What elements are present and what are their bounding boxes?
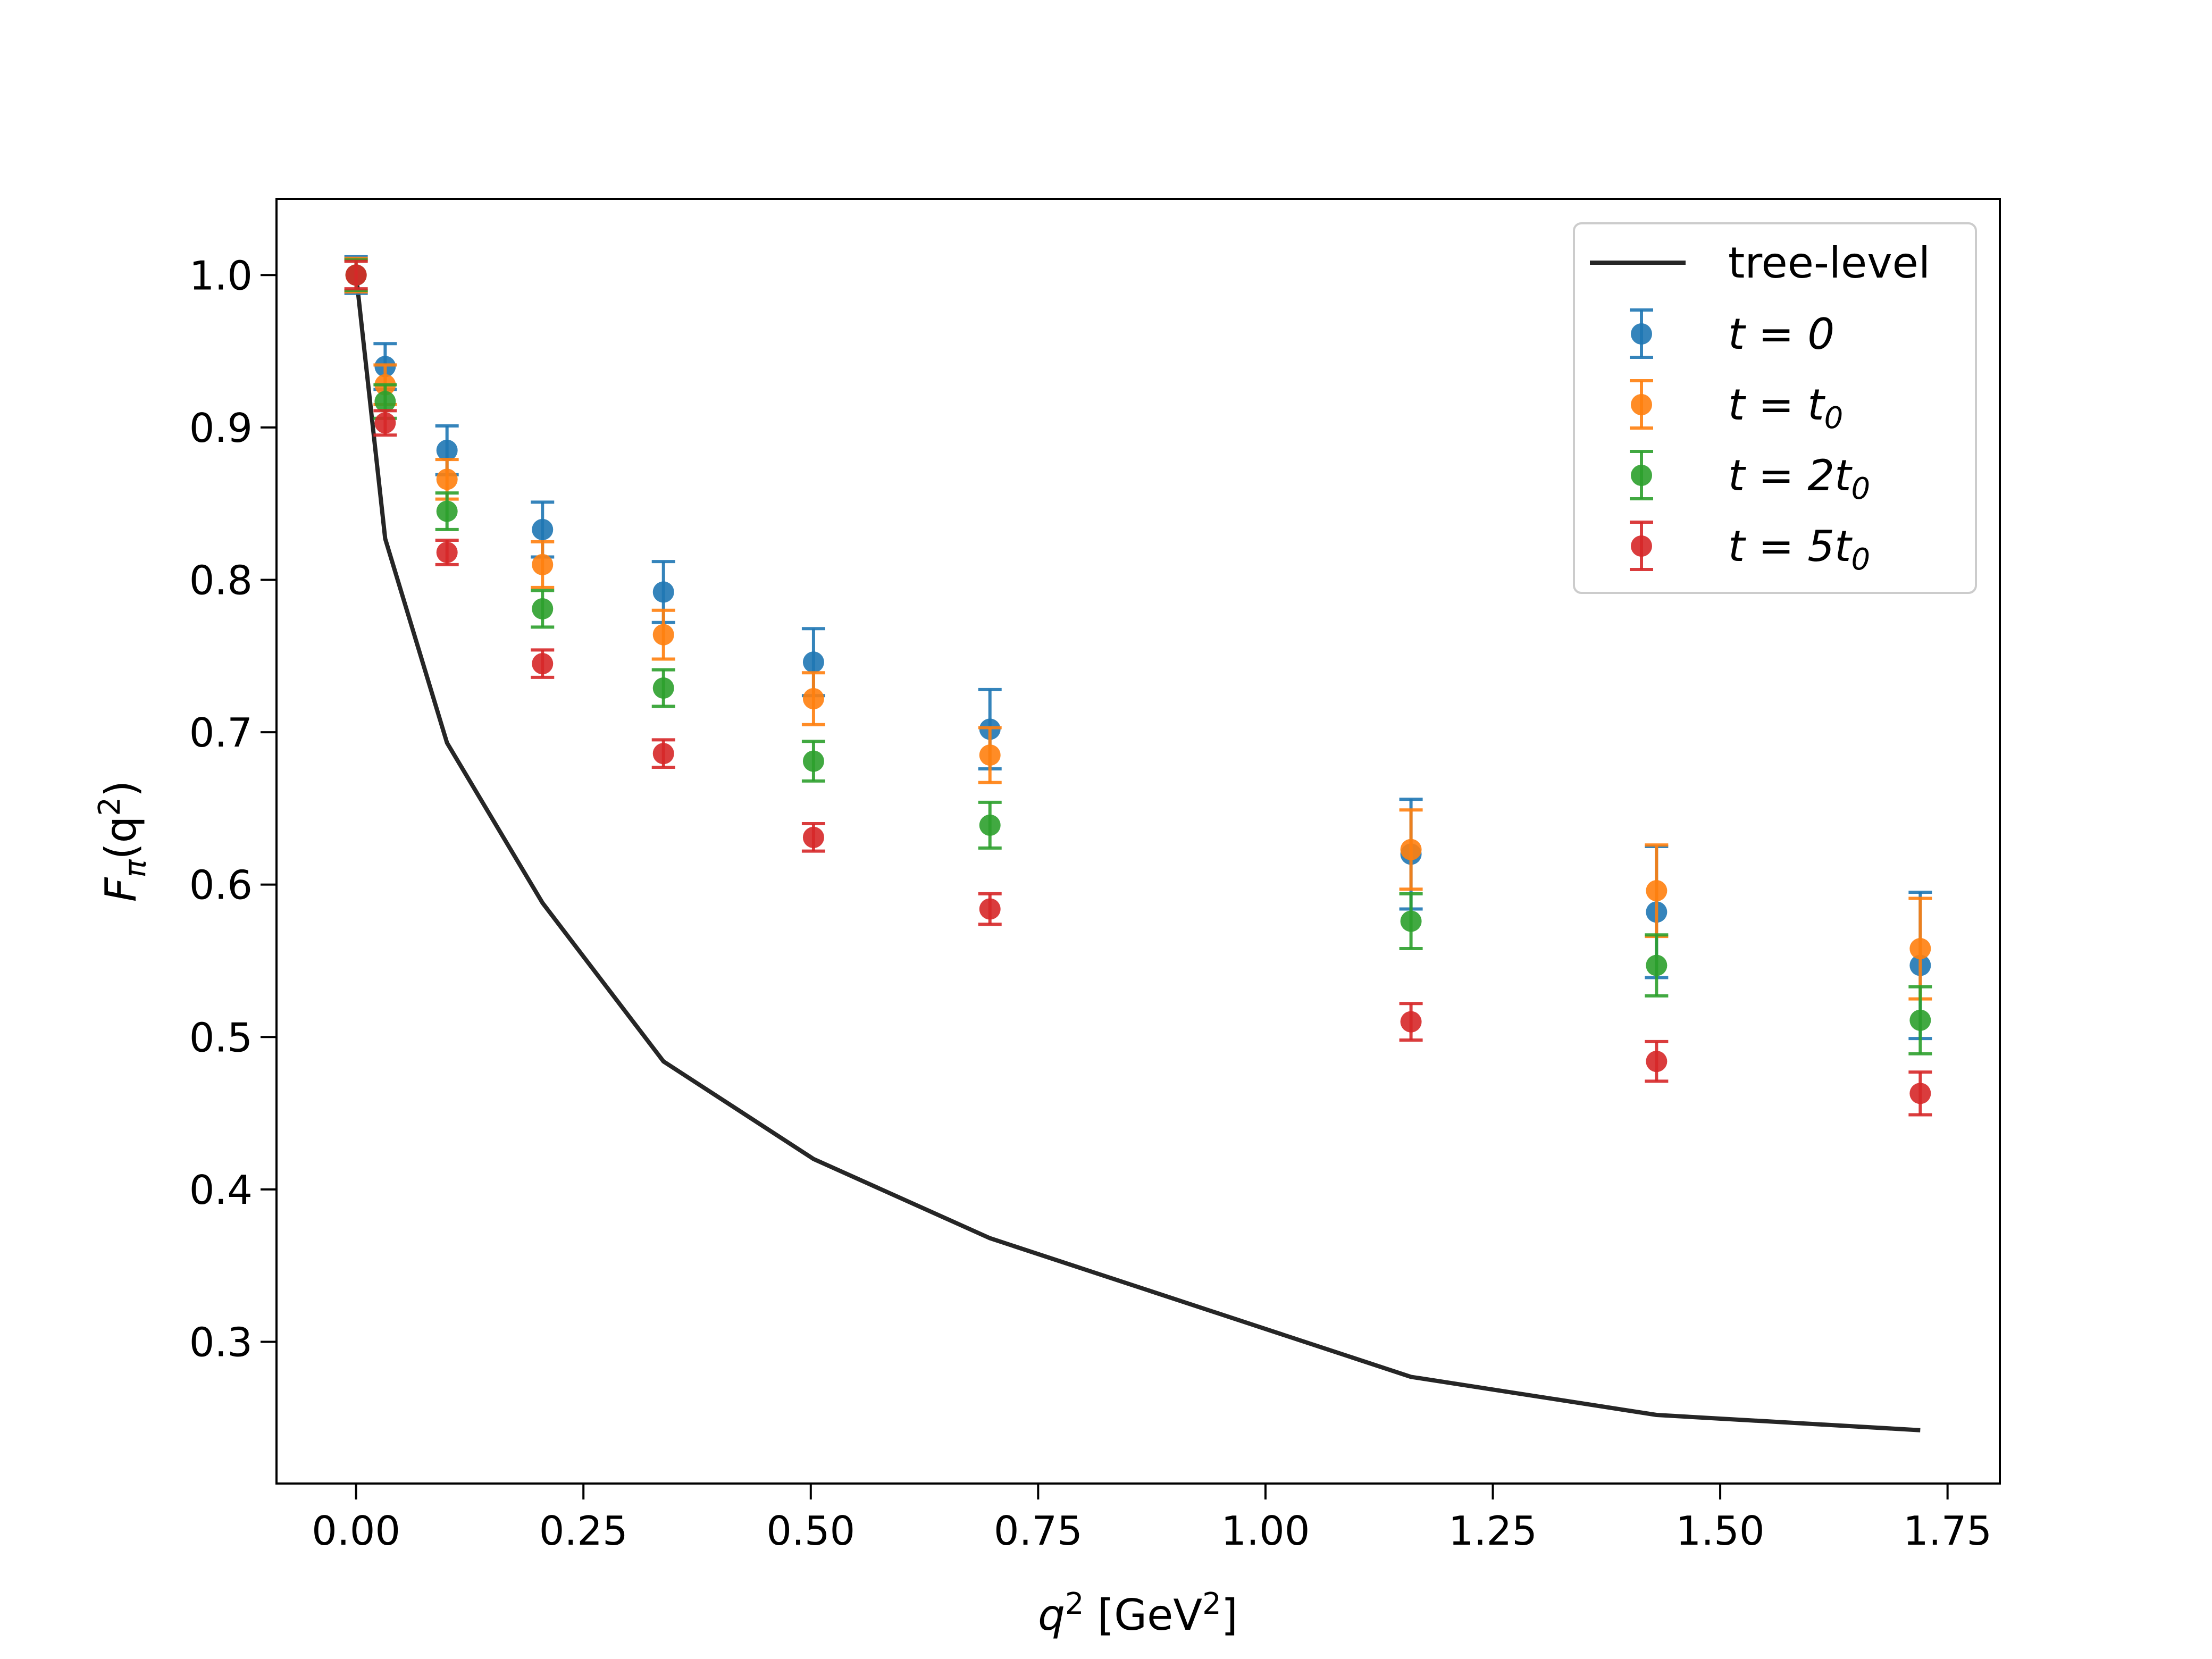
marker bbox=[532, 518, 554, 540]
marker bbox=[652, 624, 674, 646]
y-tick-label: 0.6 bbox=[189, 862, 253, 909]
marker bbox=[802, 688, 824, 710]
marker bbox=[532, 598, 554, 619]
x-tick-label: 0.00 bbox=[312, 1507, 400, 1554]
x-tick-label: 1.50 bbox=[1676, 1507, 1765, 1554]
y-tick-label: 0.8 bbox=[189, 557, 253, 604]
marker bbox=[1909, 1083, 1931, 1104]
marker bbox=[1400, 839, 1422, 860]
legend-box bbox=[1573, 222, 1977, 594]
y-tick-label: 0.9 bbox=[189, 405, 253, 451]
marker bbox=[1646, 880, 1668, 902]
data-point bbox=[344, 259, 368, 291]
y-tick-label: 1.0 bbox=[189, 252, 253, 299]
marker bbox=[652, 677, 674, 699]
data-point bbox=[651, 668, 675, 708]
x-tick-label: 1.75 bbox=[1903, 1507, 1992, 1554]
x-tick-label: 1.25 bbox=[1448, 1507, 1537, 1554]
marker bbox=[979, 744, 1001, 766]
data-point bbox=[1908, 985, 1932, 1055]
legend-label-t-5t0: t = 5t0 bbox=[1728, 522, 1870, 577]
data-point bbox=[651, 608, 675, 661]
y-tick-label: 0.4 bbox=[189, 1167, 253, 1213]
marker bbox=[652, 581, 674, 603]
legend-label-t-t0: t = t0 bbox=[1728, 380, 1843, 435]
marker bbox=[532, 554, 554, 575]
data-point bbox=[978, 726, 1002, 784]
plot-frame bbox=[275, 198, 2001, 1485]
data-point bbox=[435, 538, 459, 566]
x-tick-label: 0.25 bbox=[539, 1507, 628, 1554]
legend-label-tree-level: tree-level bbox=[1728, 238, 1930, 288]
marker bbox=[374, 391, 396, 413]
data-point bbox=[1645, 933, 1669, 998]
data-point bbox=[1645, 1040, 1669, 1083]
y-tick-label: 0.7 bbox=[189, 709, 253, 756]
y-axis: 0.3 0.4 0.5 0.6 0.7 0.8 0.9 1.0 bbox=[189, 252, 276, 1365]
data-point bbox=[1399, 892, 1423, 951]
x-axis-title: q2 [GeV2] bbox=[1038, 1587, 1238, 1640]
data-point bbox=[651, 738, 675, 769]
marker bbox=[1400, 910, 1422, 932]
x-tick-label: 1.00 bbox=[1221, 1507, 1310, 1554]
series-3 bbox=[344, 258, 1932, 1055]
y-axis-title: Fπ(q2) bbox=[93, 781, 153, 902]
series-2 bbox=[344, 256, 1932, 1001]
marker bbox=[436, 468, 458, 490]
data-point bbox=[531, 648, 555, 679]
data-point bbox=[435, 458, 459, 501]
data-point bbox=[1399, 1002, 1423, 1042]
marker bbox=[436, 439, 458, 461]
marker bbox=[1909, 938, 1931, 960]
x-tick-label: 0.75 bbox=[994, 1507, 1083, 1554]
series-line-tree-level bbox=[354, 274, 1921, 1432]
x-axis: 0.00 0.25 0.50 0.75 1.00 1.25 1.50 1.75 bbox=[312, 1484, 1992, 1554]
y-tick-label: 0.5 bbox=[189, 1014, 253, 1061]
x-tick-label: 0.50 bbox=[766, 1507, 855, 1554]
legend-label-t-0: t = 0 bbox=[1728, 309, 1834, 359]
data-point bbox=[801, 740, 825, 783]
marker bbox=[802, 651, 824, 673]
plot-area bbox=[344, 255, 1932, 1432]
marker bbox=[532, 653, 554, 675]
legend: tree-level t = 0 t = t0 t = 2t0 bbox=[1573, 222, 1977, 594]
data-point bbox=[1399, 808, 1423, 891]
data-point bbox=[978, 800, 1002, 850]
marker bbox=[802, 826, 824, 848]
data-point bbox=[373, 409, 397, 437]
series-4 bbox=[344, 259, 1932, 1117]
marker bbox=[802, 750, 824, 772]
marker bbox=[979, 898, 1001, 920]
marker bbox=[652, 743, 674, 765]
data-point bbox=[801, 671, 825, 726]
marker bbox=[1400, 1011, 1422, 1033]
legend-swatch-t-0 bbox=[1630, 308, 1653, 359]
marker bbox=[979, 814, 1001, 836]
data-point bbox=[435, 491, 459, 531]
legend-swatch-t-5t0 bbox=[1630, 521, 1653, 571]
data-point bbox=[531, 589, 555, 629]
data-point bbox=[801, 822, 825, 853]
marker bbox=[436, 541, 458, 563]
marker bbox=[1909, 1009, 1931, 1031]
marker bbox=[436, 500, 458, 522]
legend-swatch-t-t0 bbox=[1630, 379, 1653, 430]
marker bbox=[1646, 1051, 1668, 1073]
legend-label-t-2t0: t = 2t0 bbox=[1728, 451, 1870, 506]
marker bbox=[374, 412, 396, 434]
data-point bbox=[1908, 1070, 1932, 1117]
legend-swatch-t-2t0 bbox=[1630, 450, 1653, 500]
marker bbox=[1646, 954, 1668, 976]
marker bbox=[345, 264, 367, 286]
data-point bbox=[531, 540, 555, 589]
data-point bbox=[1908, 896, 1932, 1001]
y-tick-label: 0.3 bbox=[189, 1319, 253, 1365]
data-point bbox=[978, 892, 1002, 926]
